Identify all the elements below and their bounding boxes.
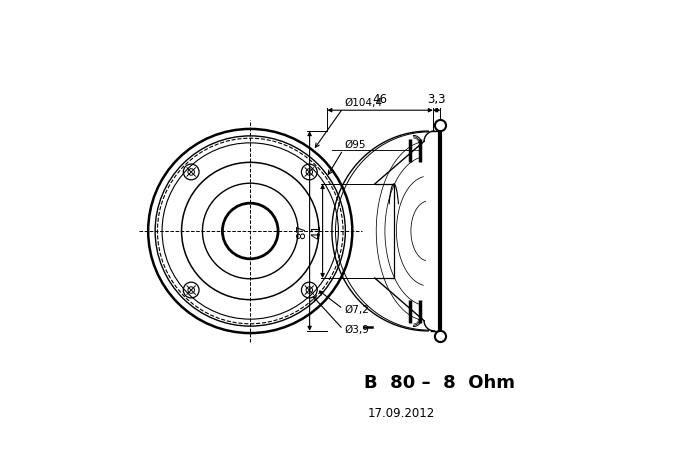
Text: 3,3: 3,3 <box>428 93 446 106</box>
Text: Ø104,4: Ø104,4 <box>344 97 382 107</box>
Text: 41: 41 <box>310 224 323 239</box>
Text: Ø7,2: Ø7,2 <box>344 304 370 314</box>
Text: Ø95: Ø95 <box>344 139 366 149</box>
Text: B  80 –  8  Ohm: B 80 – 8 Ohm <box>364 373 515 391</box>
Circle shape <box>435 121 446 132</box>
Text: 17.09.2012: 17.09.2012 <box>368 407 435 419</box>
Text: 46: 46 <box>372 93 388 106</box>
Text: Ø3,9: Ø3,9 <box>344 325 370 335</box>
Text: 87: 87 <box>295 224 308 239</box>
Circle shape <box>435 331 446 342</box>
